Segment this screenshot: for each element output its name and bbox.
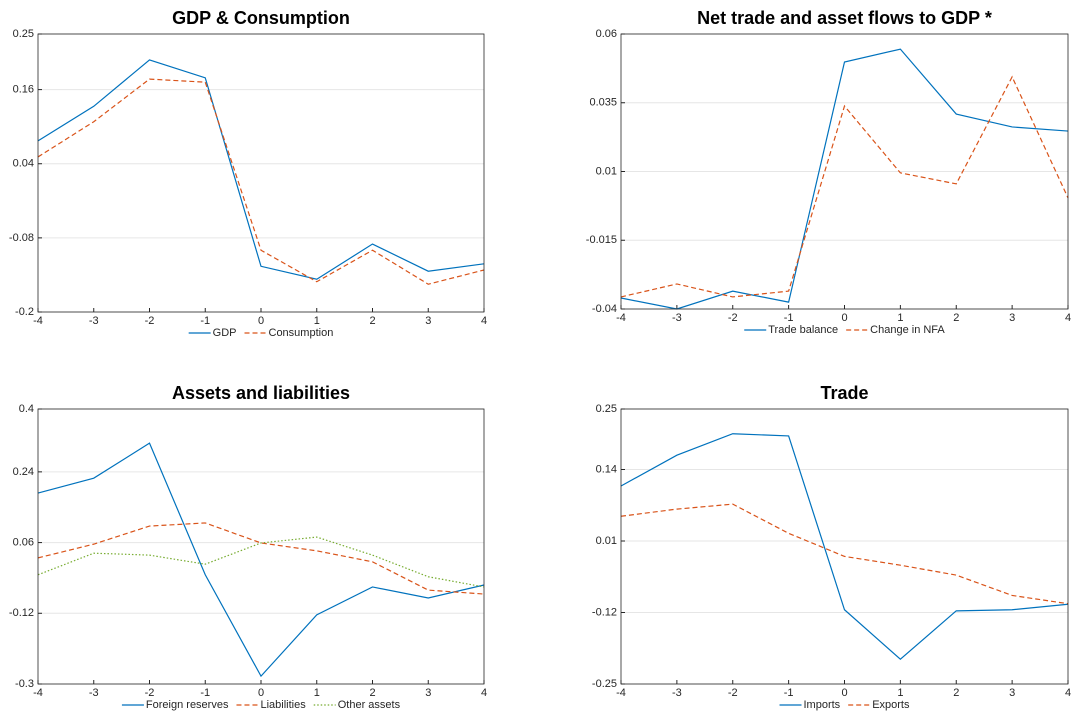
- series-line: [37, 78, 485, 285]
- x-tick-label: -4: [33, 315, 43, 327]
- x-tick-label: 2: [369, 687, 375, 699]
- x-tick-label: -1: [200, 315, 210, 327]
- y-tick-label: 0.16: [13, 84, 34, 96]
- x-tick-label: -4: [33, 687, 43, 699]
- y-tick-label: 0.04: [13, 158, 34, 170]
- subplot: -0.3 -0.12 0.06 0.24 0.4 -4 -3 -2 -1 0 1 2 3 4 Assets …: [9, 383, 487, 712]
- x-tick-label: 2: [953, 687, 959, 699]
- series-line: [620, 75, 1069, 298]
- x-tick-label: 4: [1065, 687, 1071, 699]
- y-tick-label: -0.12: [9, 607, 34, 619]
- legend-label: Foreign reserves: [146, 699, 229, 711]
- x-tick-label: -3: [672, 687, 682, 699]
- y-tick-label: 0.14: [596, 463, 617, 475]
- legend-label: Imports: [804, 699, 841, 711]
- chart-title: Net trade and asset flows to GDP *: [697, 8, 992, 28]
- subplot: -0.04 -0.015 0.01 0.035 0.06 -4 -3 -2 -1 0 1 2 3 4 Net…: [586, 8, 1071, 337]
- x-tick-label: -2: [728, 687, 738, 699]
- chart-title: Trade: [820, 383, 868, 403]
- series-line: [37, 59, 485, 280]
- series-line: [37, 536, 485, 588]
- x-tick-label: 4: [481, 315, 487, 327]
- y-tick-label: -0.04: [592, 303, 617, 315]
- y-tick-label: -0.3: [15, 678, 34, 690]
- axes-box: [37, 408, 485, 685]
- legend-label: GDP: [213, 327, 237, 339]
- series-line: [37, 442, 485, 678]
- y-tick-label: 0.4: [19, 403, 34, 415]
- x-tick-label: -3: [89, 687, 99, 699]
- legend-label: Consumption: [269, 327, 334, 339]
- axes-box: [620, 408, 1069, 685]
- x-tick-label: 3: [425, 315, 431, 327]
- x-tick-label: 4: [481, 687, 487, 699]
- y-tick-label: -0.2: [15, 306, 34, 318]
- x-tick-label: 4: [1065, 312, 1071, 324]
- series-line: [620, 433, 1069, 661]
- legend: GDP Consumption: [184, 326, 338, 340]
- x-tick-label: -2: [145, 315, 155, 327]
- y-tick-label: -0.015: [586, 234, 617, 246]
- x-tick-label: 1: [314, 687, 320, 699]
- x-tick-label: 2: [953, 312, 959, 324]
- y-tick-label: -0.12: [592, 606, 617, 618]
- x-tick-label: -2: [728, 312, 738, 324]
- y-tick-label: 0.035: [589, 97, 617, 109]
- axes-box: [37, 33, 485, 313]
- y-tick-label: 0.06: [13, 536, 34, 548]
- x-tick-label: 0: [258, 687, 264, 699]
- x-tick-label: 1: [897, 312, 903, 324]
- y-tick-label: 0.25: [13, 28, 34, 40]
- y-tick-label: -0.08: [9, 232, 34, 244]
- x-tick-label: 1: [897, 687, 903, 699]
- y-tick-label: 0.01: [596, 165, 617, 177]
- legend-box: [775, 698, 914, 712]
- legend-label: Trade balance: [768, 324, 838, 336]
- x-tick-label: -1: [784, 687, 794, 699]
- y-tick-label: 0.25: [596, 403, 617, 415]
- x-tick-label: 3: [1009, 312, 1015, 324]
- y-tick-label: -0.25: [592, 678, 617, 690]
- y-tick-label: 0.01: [596, 535, 617, 547]
- legend-box: [740, 323, 949, 337]
- legend-label: Change in NFA: [870, 324, 945, 336]
- series-line: [37, 522, 485, 595]
- x-tick-label: -1: [200, 687, 210, 699]
- x-tick-label: 3: [1009, 687, 1015, 699]
- plot-area: [38, 409, 484, 684]
- x-tick-label: -3: [89, 315, 99, 327]
- axes-box: [620, 33, 1069, 310]
- legend-label: Exports: [872, 699, 910, 711]
- x-tick-label: 2: [369, 315, 375, 327]
- x-tick-label: 0: [841, 312, 847, 324]
- plot-area: [38, 34, 484, 312]
- series-line: [620, 48, 1069, 310]
- legend: Trade balance Change in NFA: [740, 323, 949, 337]
- x-tick-label: -2: [145, 687, 155, 699]
- series-line: [620, 503, 1069, 605]
- x-tick-label: -3: [672, 312, 682, 324]
- legend-label: Liabilities: [260, 699, 306, 711]
- legend-box: [117, 698, 405, 712]
- legend: Imports Exports: [775, 698, 914, 712]
- chart-title: GDP & Consumption: [172, 8, 350, 28]
- subplot: -0.25 -0.12 0.01 0.14 0.25 -4 -3 -2 -1 0 1 2 3 4 Trade…: [592, 383, 1071, 712]
- x-tick-label: -1: [784, 312, 794, 324]
- legend-label: Other assets: [338, 699, 401, 711]
- chart-title: Assets and liabilities: [172, 383, 350, 403]
- x-tick-label: 0: [841, 687, 847, 699]
- y-tick-label: 0.24: [13, 466, 34, 478]
- x-tick-label: -4: [616, 312, 626, 324]
- x-tick-label: 0: [258, 315, 264, 327]
- x-tick-label: -4: [616, 687, 626, 699]
- legend: Foreign reserves Liabilities Other assets: [117, 698, 405, 712]
- x-tick-label: 3: [425, 687, 431, 699]
- x-tick-label: 1: [314, 315, 320, 327]
- plot-area: [621, 409, 1068, 684]
- subplot: -0.2 -0.08 0.04 0.16 0.25 -4 -3 -2 -1 0 1 2 3 4 GDP & …: [9, 8, 487, 340]
- y-tick-label: 0.06: [596, 28, 617, 40]
